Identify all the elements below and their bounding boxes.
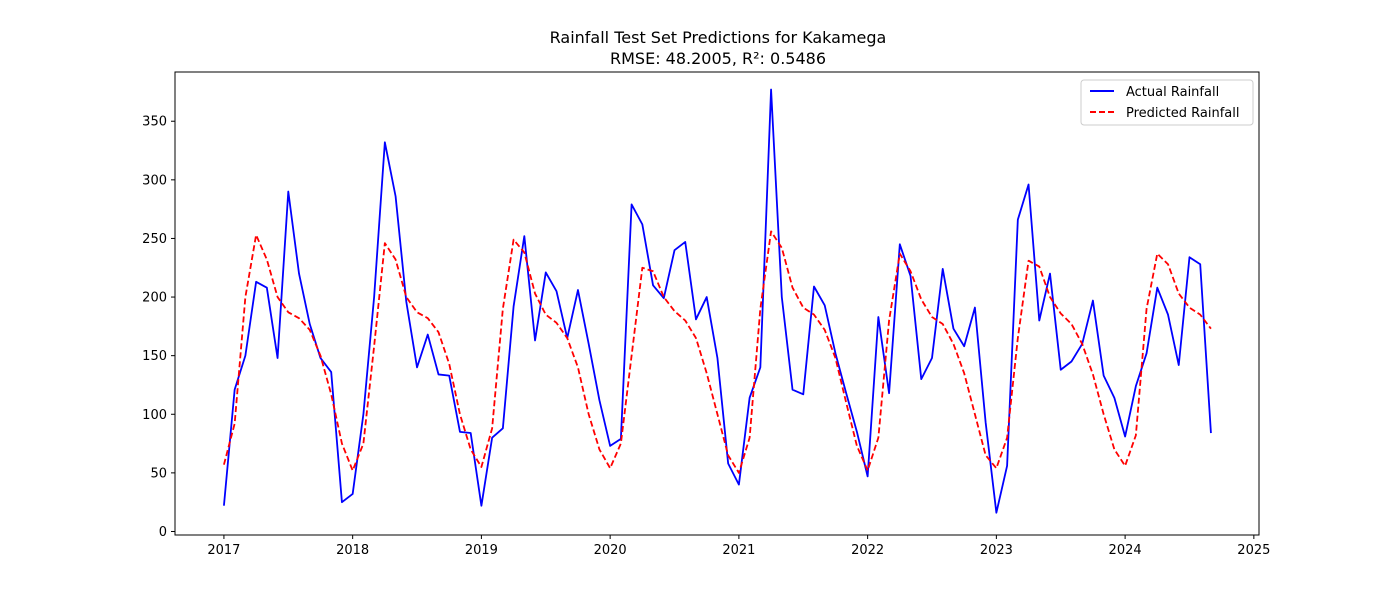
y-tick-label: 350 bbox=[142, 115, 167, 130]
x-tick-label: 2018 bbox=[336, 543, 369, 558]
legend: Actual Rainfall Predicted Rainfall bbox=[1080, 79, 1254, 126]
y-tick-label: 300 bbox=[142, 173, 167, 188]
plot-frame bbox=[174, 71, 1260, 536]
legend-label-actual: Actual Rainfall bbox=[1126, 85, 1219, 100]
y-tick-label: 50 bbox=[150, 466, 167, 481]
y-tick-label: 150 bbox=[142, 349, 167, 364]
x-tick-label: 2022 bbox=[851, 543, 884, 558]
y-tick-label: 100 bbox=[142, 408, 167, 423]
x-tick-label: 2021 bbox=[722, 543, 755, 558]
chart-subtitle: RMSE: 48.2005, R²: 0.5486 bbox=[610, 49, 826, 68]
x-tick-label: 2019 bbox=[465, 543, 498, 558]
predicted-rainfall-line bbox=[223, 230, 1212, 474]
axes-layer: 2017 2018 2019 2020 2021 2022 2023 2024 2025 0 50 1… bbox=[142, 71, 1270, 558]
x-tick-label: 2017 bbox=[207, 543, 240, 558]
chart-title: Rainfall Test Set Predictions for Kakame… bbox=[550, 28, 887, 47]
x-tick-label: 2025 bbox=[1237, 543, 1270, 558]
y-tick-label: 250 bbox=[142, 232, 167, 247]
x-tick-label: 2023 bbox=[980, 543, 1013, 558]
x-tick-label: 2020 bbox=[594, 543, 627, 558]
series-layer bbox=[223, 88, 1212, 514]
y-tick-label: 200 bbox=[142, 291, 167, 306]
y-tick-label: 0 bbox=[159, 525, 167, 540]
legend-label-predicted: Predicted Rainfall bbox=[1126, 106, 1240, 121]
legend-box bbox=[1080, 79, 1254, 126]
x-tick-label: 2024 bbox=[1109, 543, 1142, 558]
actual-rainfall-line bbox=[223, 88, 1212, 514]
